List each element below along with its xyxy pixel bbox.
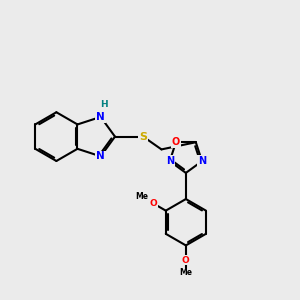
Text: Me: Me — [136, 193, 148, 202]
Text: O: O — [172, 137, 180, 147]
Text: N: N — [166, 156, 174, 166]
Text: Me: Me — [179, 268, 192, 277]
Text: S: S — [139, 132, 147, 142]
Text: N: N — [96, 151, 105, 161]
Text: O: O — [149, 199, 157, 208]
Text: O: O — [182, 256, 190, 265]
Text: N: N — [198, 156, 206, 166]
Text: N: N — [96, 112, 105, 122]
Text: H: H — [100, 100, 108, 109]
